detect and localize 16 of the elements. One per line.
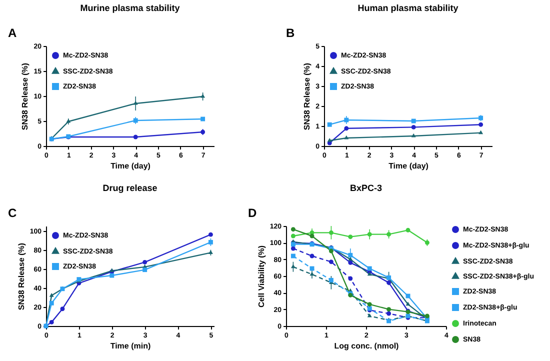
text: A: [8, 26, 17, 40]
x-axis-title: Log conc. (nmol): [334, 342, 400, 350]
text: B: [286, 26, 295, 40]
x-axis-title: Time (day): [388, 162, 429, 170]
chart-title: BxPC-3: [350, 183, 382, 193]
x-axis-title: Time (min): [110, 342, 151, 350]
y-axis-title: SN38 Release (%): [20, 62, 30, 130]
y-axis-title: Cell Viability (%): [256, 245, 266, 308]
y-axis-title: SN38 Release (%): [16, 242, 26, 310]
chart-title: Human plasma stability: [358, 3, 458, 13]
y-axis-title: SN38 Release (%): [302, 62, 312, 130]
chart-title: Murine plasma stability: [80, 3, 180, 13]
text: C: [8, 206, 17, 220]
x-axis-title: Time (day): [110, 162, 151, 170]
text: D: [248, 206, 257, 220]
chart-title: Drug release: [102, 183, 158, 193]
